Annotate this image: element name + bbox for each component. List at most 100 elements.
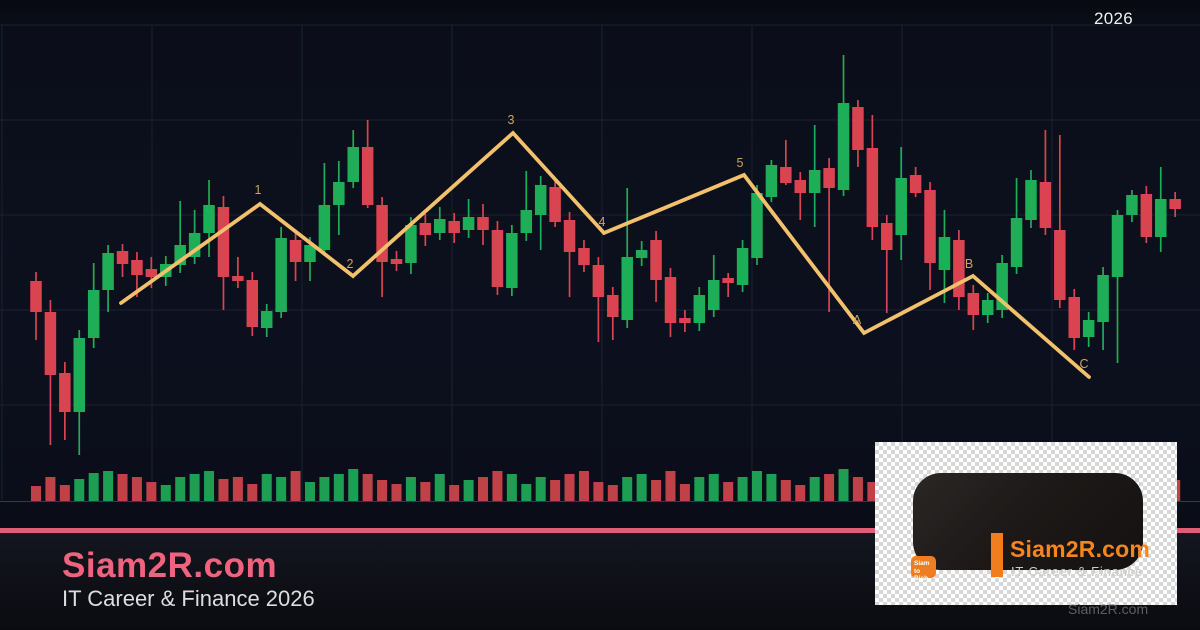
volume-bar xyxy=(31,486,41,501)
candle-body xyxy=(131,260,143,275)
volume-bar xyxy=(304,482,315,501)
volume-bar xyxy=(276,477,287,501)
volume-bar xyxy=(420,482,431,501)
volume-bar xyxy=(665,471,676,501)
candle-body xyxy=(707,280,720,310)
candle-body xyxy=(1054,230,1066,300)
candle-body xyxy=(1155,199,1167,237)
volume-bar xyxy=(405,477,416,501)
brand-subtitle: IT Career & Finance 2026 xyxy=(62,586,315,611)
volume-bar xyxy=(146,482,157,501)
candle-body xyxy=(477,217,489,230)
wave-label: 5 xyxy=(737,156,744,170)
volume-bar xyxy=(780,480,791,501)
volume-bar xyxy=(362,474,373,501)
candle-body xyxy=(1126,195,1138,215)
volume-bar xyxy=(578,471,589,501)
wave-label: 3 xyxy=(508,113,515,127)
candle-body xyxy=(534,185,547,215)
candle-body xyxy=(866,148,879,227)
volume-bar xyxy=(204,471,215,501)
volume-bar xyxy=(391,484,402,501)
candle-body xyxy=(116,251,129,264)
wave-label: A xyxy=(853,313,862,327)
volume-bar xyxy=(247,484,258,501)
candle-body xyxy=(1010,218,1023,267)
candle-body xyxy=(347,147,359,182)
volume-bar xyxy=(189,474,200,501)
candle-body xyxy=(174,245,186,265)
candle-body xyxy=(275,238,287,312)
candle-body xyxy=(924,190,936,263)
volume-bar xyxy=(131,477,142,501)
volume-bar xyxy=(463,480,474,501)
candle-body xyxy=(361,147,374,205)
candle-body xyxy=(1111,215,1124,277)
candle-body xyxy=(664,277,677,323)
volume-bar xyxy=(651,480,662,501)
candle-body xyxy=(232,276,244,281)
candle-body xyxy=(621,257,633,320)
volume-bar xyxy=(290,471,301,501)
badge-line2: to Rich xyxy=(914,567,929,583)
candle-body xyxy=(895,178,907,235)
volume-bar xyxy=(59,485,70,501)
candle-body xyxy=(506,233,518,288)
candle-body xyxy=(260,311,273,328)
volume-bar xyxy=(492,471,503,501)
volume-bar xyxy=(636,474,647,501)
candle-body xyxy=(967,293,980,315)
volume-bar xyxy=(218,479,229,501)
volume-bar xyxy=(607,485,618,501)
badge-line1: Siam xyxy=(914,560,930,567)
candle-body xyxy=(736,248,749,285)
candle-body xyxy=(996,263,1008,310)
volume-bar xyxy=(824,474,835,501)
grid-lines xyxy=(0,24,1200,500)
candle-body xyxy=(1082,320,1095,337)
volume-bar xyxy=(333,474,344,501)
volume-bar xyxy=(723,482,734,501)
volume-bar xyxy=(752,471,762,501)
logo-tagline-text: IT Career & Finance xyxy=(1011,564,1144,579)
candle-body xyxy=(953,240,965,297)
volume-bar xyxy=(550,480,561,501)
volume-bar xyxy=(521,484,532,501)
volume-bar xyxy=(232,477,243,501)
candle-body xyxy=(852,107,864,150)
candle-body xyxy=(780,167,792,183)
logo-watermark-card: Siam2R.com IT Career & Finance Siam to R… xyxy=(875,442,1177,605)
candle-body xyxy=(693,295,706,323)
volume-bar xyxy=(377,480,388,501)
wave-label: 4 xyxy=(599,215,606,229)
volume-bar xyxy=(319,477,330,501)
candle-body xyxy=(304,245,316,262)
candle-body xyxy=(679,318,691,323)
candle-body xyxy=(87,290,100,338)
candle-body xyxy=(909,175,922,193)
candles xyxy=(30,55,1181,455)
candle-body xyxy=(650,240,662,280)
volume-bar xyxy=(103,471,114,501)
wave-label: 2 xyxy=(347,257,354,271)
candle-body xyxy=(30,281,42,312)
divider-line xyxy=(0,528,1200,533)
candle-body xyxy=(333,182,345,205)
volume-bar xyxy=(175,477,186,501)
candle-body xyxy=(794,180,807,193)
candle-body xyxy=(938,237,951,270)
candle-body xyxy=(607,295,619,317)
volume-bar xyxy=(838,469,849,501)
candle-body xyxy=(1097,275,1109,322)
candle-body xyxy=(520,210,533,233)
wave-labels: 1 2 3 4 5 A B C xyxy=(255,113,1089,371)
watermark-small-text: Siam2R.com xyxy=(1068,601,1149,617)
volume-bar xyxy=(766,474,777,501)
candle-body xyxy=(549,187,561,222)
candle-body xyxy=(217,207,230,277)
candle-body xyxy=(765,165,778,197)
candle-body xyxy=(462,217,475,230)
candle-body xyxy=(102,253,114,290)
volume-bar xyxy=(45,477,56,501)
